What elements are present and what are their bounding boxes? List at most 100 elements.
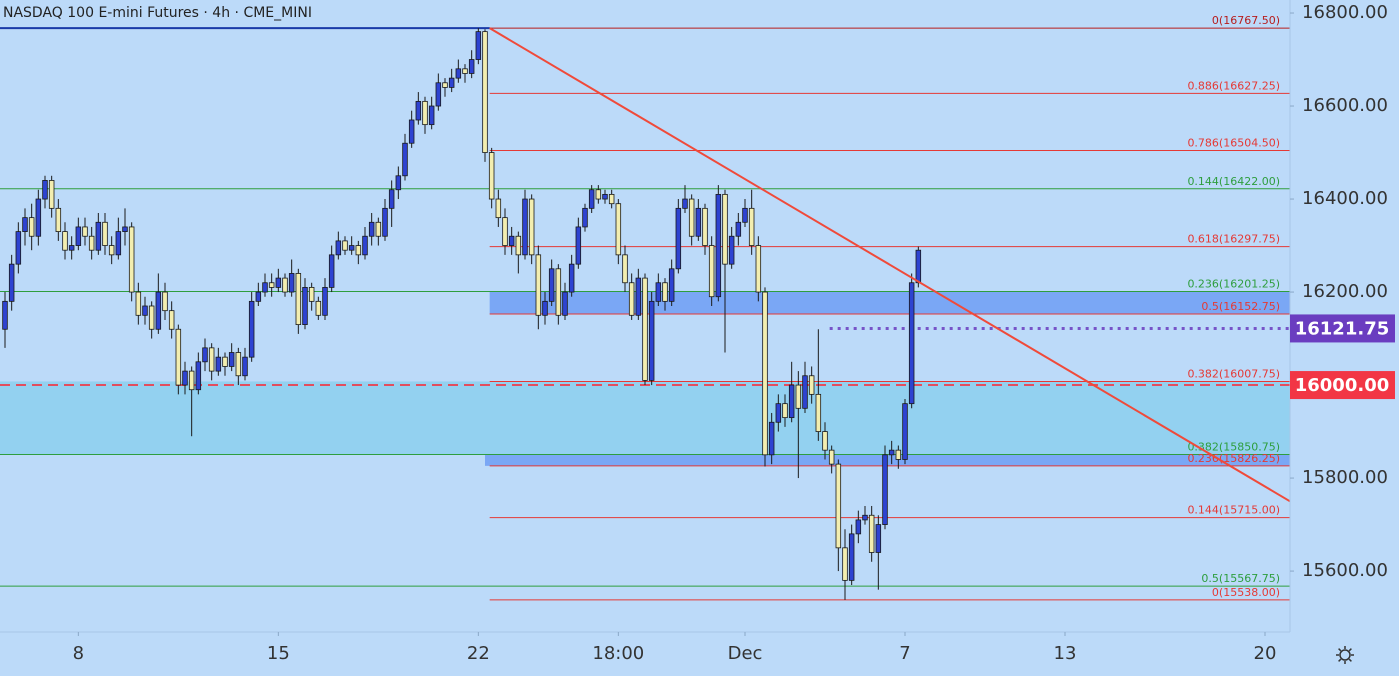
fib-label: 0.786(16504.50): [1187, 136, 1280, 149]
candle-body: [715, 193, 722, 298]
candle-body: [355, 245, 362, 256]
candle-body: [735, 221, 742, 237]
candle-body: [575, 226, 582, 265]
candle-body: [8, 263, 15, 302]
candle-body: [535, 254, 542, 316]
candle-body: [208, 347, 215, 372]
candle-body: [588, 189, 595, 209]
candle-body: [775, 403, 782, 423]
zone: [489, 291, 1291, 315]
fib-label: 0(16767.50): [1212, 14, 1280, 27]
price-badge: [1290, 314, 1395, 343]
candle-body: [828, 449, 835, 465]
candle-body: [195, 361, 202, 391]
candle-body: [615, 203, 622, 256]
candle-body: [168, 310, 175, 330]
x-tick-label: 18:00: [592, 643, 644, 664]
candle-body: [548, 268, 555, 302]
fib-label: 0.236(15826.25): [1187, 452, 1280, 465]
candle-body: [302, 286, 308, 326]
candle-body: [242, 356, 248, 377]
candle-body: [802, 375, 808, 409]
candle-body: [235, 352, 242, 377]
candle-body: [375, 221, 382, 237]
candle-body: [682, 198, 688, 209]
fib-label: 0.5(16152.75): [1201, 300, 1280, 313]
candle-body: [762, 291, 768, 456]
candle-body: [2, 300, 8, 330]
candle-body: [482, 31, 488, 153]
candle-body: [102, 221, 108, 246]
candle-body: [502, 217, 508, 246]
candle-body: [388, 189, 395, 209]
candle-body: [402, 142, 408, 177]
candle-body: [362, 235, 368, 256]
price-badge-label: 16121.75: [1295, 318, 1390, 339]
candle-body: [202, 347, 208, 363]
candle-body: [428, 105, 435, 126]
candle-body: [135, 291, 142, 316]
candle-body: [82, 226, 88, 237]
candle-body: [162, 291, 168, 312]
candle-body: [128, 226, 135, 293]
candle-body: [582, 207, 588, 228]
price-badge-label: 16000.00: [1295, 375, 1390, 396]
candle-body: [702, 207, 708, 246]
candle-body: [348, 245, 355, 251]
candle-body: [642, 277, 648, 381]
candle-body: [495, 198, 502, 219]
fib-label: 0.886(16627.25): [1187, 79, 1280, 92]
y-tick-label: 15800.00: [1302, 467, 1388, 488]
candle-body: [55, 207, 62, 232]
y-tick-label: 16800.00: [1302, 2, 1388, 23]
candle-body: [75, 226, 82, 246]
fib-label: 0.382(16007.75): [1187, 367, 1280, 380]
fib-label: 0.5(15567.75): [1201, 572, 1280, 585]
candle-body: [68, 245, 75, 251]
candle-body: [635, 277, 642, 316]
candle-body: [862, 514, 868, 521]
fib-label: 0.236(16201.25): [1187, 277, 1280, 290]
candle-body: [508, 235, 515, 246]
candle-body: [868, 514, 875, 553]
fib-label: 0.382(15850.75): [1187, 440, 1280, 453]
candle-body: [288, 273, 295, 293]
settings-icon[interactable]: [1336, 646, 1354, 664]
candle-body: [895, 449, 902, 460]
candle-body: [488, 152, 495, 200]
candle-body: [595, 189, 602, 200]
candle-body: [48, 180, 55, 209]
candle-body: [442, 82, 448, 88]
zone: [0, 381, 1290, 455]
candle-body: [815, 393, 822, 432]
candle-body: [795, 384, 802, 409]
candle-body: [342, 240, 348, 251]
candle-body: [602, 193, 608, 200]
x-tick-label: 15: [267, 643, 290, 664]
fib-label: 0(15538.00): [1212, 586, 1280, 599]
candle-body: [62, 231, 68, 251]
candle-body: [462, 68, 468, 74]
candle-body: [15, 231, 22, 265]
y-tick-label: 15600.00: [1302, 560, 1388, 581]
candle-body: [175, 328, 182, 386]
y-tick-label: 16600.00: [1302, 95, 1388, 116]
candle-body: [322, 286, 328, 316]
candle-body: [662, 282, 668, 302]
candle-body: [848, 533, 855, 581]
candle-body: [695, 207, 702, 237]
candle-body: [675, 207, 682, 270]
candle-body: [308, 286, 315, 302]
trendline: [489, 27, 1291, 503]
candle-body: [282, 277, 288, 293]
candle-body: [888, 449, 895, 456]
candle-body: [562, 291, 568, 316]
candle-body: [475, 31, 482, 60]
candle-body: [268, 282, 275, 288]
candle-body: [842, 547, 848, 581]
candle-body: [908, 282, 915, 405]
candle-body: [115, 231, 122, 256]
candle-body: [295, 273, 302, 326]
candle-body: [822, 431, 828, 451]
candle-body: [182, 370, 188, 386]
